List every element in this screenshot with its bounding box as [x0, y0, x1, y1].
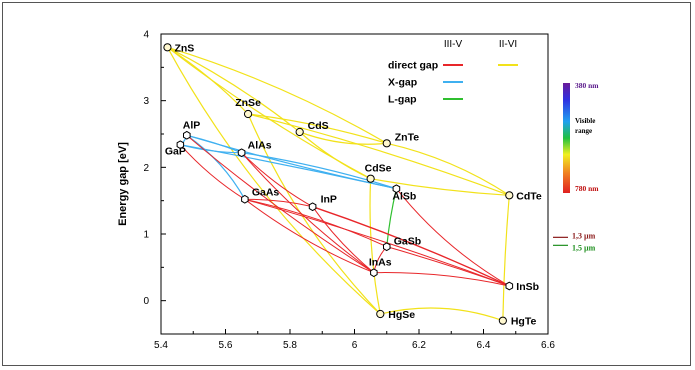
curve-gasb-insb	[386, 246, 510, 287]
label-zns: ZnS	[174, 42, 194, 54]
curve-gap-alas	[180, 144, 242, 154]
y-tick-label: 0	[143, 296, 149, 307]
curve-alp-gaas	[186, 134, 246, 200]
marker-alas	[237, 148, 246, 158]
curve-zns-znte	[167, 46, 388, 144]
marker-hgse	[376, 309, 385, 319]
curve-inp-inas	[312, 206, 375, 274]
curve-cdse-cdte	[370, 178, 510, 196]
curve-cdte-hgte	[502, 195, 510, 321]
curve-gaas-inp	[244, 198, 313, 208]
curve-znte-cdte	[386, 142, 510, 196]
label-inas: InAs	[369, 257, 392, 269]
marker-gap	[176, 140, 185, 150]
scale-label-range: range	[575, 127, 592, 135]
marker-cds	[295, 127, 304, 137]
curve-gaas-gasb	[244, 198, 387, 248]
y-tick-label: 1	[143, 230, 149, 241]
label-insb: InSb	[516, 281, 539, 293]
label-znte: ZnTe	[395, 131, 419, 143]
curve-gaas-inas	[244, 198, 375, 274]
x-tick-label: 5.6	[219, 340, 233, 351]
curve-znse-cdte	[247, 113, 510, 196]
marker-insb	[505, 281, 514, 291]
marker-alsb	[392, 184, 401, 194]
curve-alas-inp	[241, 152, 313, 208]
label-cds: CdS	[308, 120, 329, 132]
marker-cdse	[366, 174, 375, 183]
curve-hgse-znse	[247, 113, 381, 315]
compound-labels: ZnS ZnSe CdS ZnTe CdSe CdTe HgSe HgTe AlP GaP AlAs…	[165, 42, 542, 327]
x-tick-label: 6	[352, 340, 358, 351]
curve-zns-hgse	[166, 47, 381, 315]
label-inp: InP	[321, 194, 337, 206]
connection-curves	[166, 46, 510, 322]
y-tick-label: 3	[143, 96, 149, 107]
legend-header-ii-vi: II-VI	[499, 39, 517, 50]
curve-inas-insb	[373, 272, 510, 287]
label-hgse: HgSe	[388, 309, 415, 321]
label-gaas: GaAs	[252, 186, 280, 198]
x-tick-label: 5.4	[154, 340, 168, 351]
scale-label-1-3um: 1,3 µm	[572, 231, 596, 240]
legend-label-direct-gap: direct gap	[388, 60, 438, 72]
label-cdse: CdSe	[365, 163, 392, 175]
label-gap: GaP	[165, 146, 186, 158]
label-gasb: GaSb	[394, 236, 421, 248]
figure-frame: 5.4 5.6 5.8 6 6.2 6.4 6.6 0 1 2 3 4 Energy gap [eV] …	[2, 2, 691, 366]
curve-inp-insb	[312, 206, 510, 287]
label-alas: AlAs	[248, 140, 272, 152]
label-alp: AlP	[183, 119, 201, 131]
curve-cds-znte	[299, 131, 387, 145]
x-tick-label: 5.8	[283, 340, 297, 351]
curve-znse-znte	[248, 113, 387, 144]
marker-inp	[308, 202, 317, 212]
y-tick-label: 2	[143, 163, 149, 174]
axes: 5.4 5.6 5.8 6 6.2 6.4 6.6 0 1 2 3 4 Energy gap [eV]	[117, 30, 555, 352]
marker-zns	[163, 43, 172, 52]
legend-label-x-gap: X-gap	[388, 77, 417, 89]
label-alsb: AlSb	[392, 191, 416, 203]
curve-zns-cds	[167, 46, 301, 133]
scale-label-visible: Visible	[575, 117, 595, 125]
marker-alp	[183, 130, 191, 140]
scale-label-bottom: 780 nm	[575, 184, 599, 193]
x-tick-label: 6.6	[541, 340, 555, 351]
scale-label-1-5um: 1,5 µm	[572, 243, 596, 252]
marker-znse	[243, 109, 253, 119]
x-tick-label: 6.2	[412, 340, 426, 351]
scale-label-top: 380 nm	[575, 81, 599, 90]
curve-alsb-insb	[396, 188, 510, 287]
y-axis-label: Energy gap [eV]	[117, 142, 129, 226]
curve-gap-gaas	[179, 144, 246, 200]
y-tick-label: 4	[143, 30, 149, 41]
legend-header-iii-v: III-V	[444, 39, 463, 50]
marker-hgte	[498, 316, 507, 325]
label-znse: ZnSe	[235, 97, 261, 109]
curve-hgse-hgte	[380, 307, 504, 322]
curve-alsb-gasb	[386, 188, 398, 247]
wavelength-scale: 380 nm Visible range 780 nm 1,3 µm 1,5 µm	[553, 81, 599, 252]
marker-inas	[370, 268, 378, 278]
curve-cdse-hgse	[369, 178, 381, 315]
visible-spectrum-bar	[563, 83, 570, 193]
marker-gasb	[383, 242, 391, 252]
label-cdte: CdTe	[516, 190, 542, 202]
curve-alp-alas	[186, 134, 242, 154]
compound-markers	[163, 43, 514, 325]
curve-gaas-insb	[244, 198, 510, 287]
legend: III-V II-VI direct gap X-gap L-gap	[388, 39, 518, 106]
marker-znte	[382, 139, 391, 148]
x-tick-label: 6.4	[477, 340, 491, 351]
marker-gaas	[241, 194, 249, 204]
curve-cds-cdse	[299, 131, 371, 180]
label-hgte: HgTe	[511, 316, 537, 328]
legend-label-l-gap: L-gap	[388, 94, 417, 106]
curve-alas-alsb	[241, 152, 397, 190]
marker-cdte	[505, 191, 514, 200]
